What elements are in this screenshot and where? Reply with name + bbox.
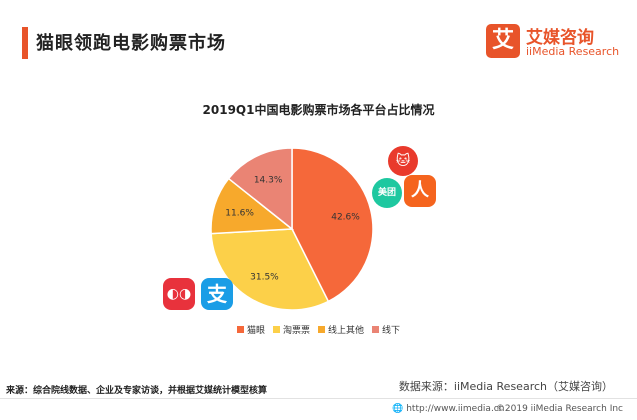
- legend-item-2: 线上其他: [318, 323, 364, 336]
- alipay-app-icon: 支: [201, 278, 233, 310]
- chart-title: 2019Q1中国电影购票市场各平台占比情况: [202, 103, 435, 117]
- footer-url-text[interactable]: http://www.iimedia.cn: [406, 404, 505, 414]
- pie-slice-0: [291, 147, 374, 303]
- people-app-icon: 人: [404, 175, 436, 207]
- legend-swatch-3: [372, 326, 380, 333]
- legend-label-2: 线上其他: [328, 326, 365, 336]
- legend-label-0: 猫眼: [246, 326, 265, 336]
- title-accent-bar: [22, 27, 28, 59]
- source-note: 来源：综合院线数据、企业及专家访谈，并根据艾媒统计模型核算: [6, 386, 268, 396]
- taopiaopiao-app-icon: ◐◑: [163, 278, 195, 310]
- globe-icon: 🌐: [392, 404, 404, 414]
- meituan-app-icon: 美团: [372, 178, 402, 208]
- pie-label-1: 31.5%: [250, 273, 279, 283]
- logo-mark-icon: 艾: [486, 24, 520, 58]
- legend-label-1: 淘票票: [282, 326, 310, 336]
- logo-name-cn: 艾媒咨询: [526, 28, 594, 48]
- legend-swatch-0: [236, 326, 244, 333]
- footer-divider: [0, 398, 637, 399]
- pie-label-0: 42.6%: [331, 212, 360, 222]
- legend-item-3: 线下: [372, 323, 400, 336]
- pie-slice-3: [227, 147, 293, 231]
- footer-url[interactable]: 🌐 http://www.iimedia.cn: [392, 404, 504, 414]
- legend-item-1: 淘票票: [272, 323, 310, 336]
- legend-swatch-2: [318, 326, 325, 333]
- legend-swatch-1: [272, 326, 280, 333]
- data-source: 数据来源：iiMedia Research（艾媒咨询）: [398, 380, 613, 393]
- pie-slice-1: [210, 228, 330, 311]
- maoyan-app-icon: 🐱: [388, 146, 418, 176]
- pie-label-2: 11.6%: [225, 208, 254, 218]
- footer-copyright: ©2019 iiMedia Research Inc: [495, 404, 623, 414]
- logo-name-en: iiMedia Research: [526, 45, 620, 58]
- legend-label-3: 线下: [382, 326, 401, 336]
- chart-legend: 猫眼 淘票票 线上其他 线下: [0, 323, 637, 336]
- page-title: 猫眼领跑电影购票市场: [36, 33, 226, 54]
- iimedia-logo: 艾 艾媒咨询 iiMedia Research: [486, 24, 626, 60]
- legend-item-0: 猫眼: [236, 323, 265, 336]
- pie-label-3: 14.3%: [254, 175, 283, 185]
